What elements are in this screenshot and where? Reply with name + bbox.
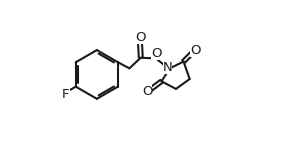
Text: O: O (135, 31, 145, 44)
Text: N: N (162, 61, 172, 74)
Text: O: O (151, 47, 162, 60)
Text: O: O (142, 85, 152, 98)
Text: F: F (62, 88, 70, 101)
Text: O: O (190, 44, 201, 57)
